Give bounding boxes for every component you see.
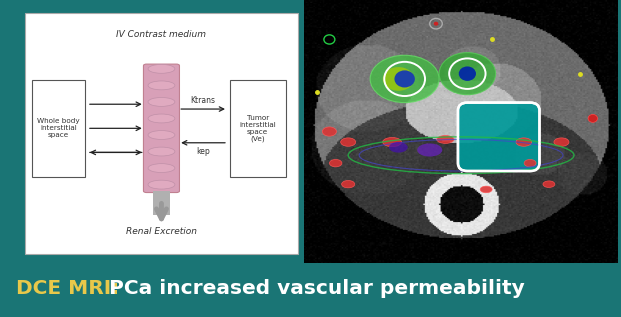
- Ellipse shape: [524, 159, 536, 167]
- Ellipse shape: [148, 147, 175, 156]
- Bar: [153, 191, 170, 215]
- Ellipse shape: [437, 135, 454, 143]
- Ellipse shape: [148, 81, 175, 90]
- Text: Renal Excretion: Renal Excretion: [126, 227, 197, 236]
- Ellipse shape: [383, 138, 402, 147]
- Ellipse shape: [389, 142, 408, 152]
- Ellipse shape: [516, 138, 532, 146]
- FancyBboxPatch shape: [458, 103, 540, 171]
- Ellipse shape: [433, 22, 438, 26]
- Ellipse shape: [459, 67, 476, 81]
- Text: Whole body
interstitial
space: Whole body interstitial space: [37, 118, 80, 138]
- Text: PCa increased vascular permeability: PCa increased vascular permeability: [109, 279, 524, 298]
- Ellipse shape: [554, 138, 569, 146]
- Ellipse shape: [543, 181, 555, 187]
- Ellipse shape: [480, 186, 492, 193]
- Ellipse shape: [588, 114, 597, 122]
- Ellipse shape: [148, 180, 175, 189]
- Ellipse shape: [148, 64, 175, 73]
- Ellipse shape: [148, 114, 175, 123]
- Ellipse shape: [322, 127, 337, 136]
- Text: Ktrans: Ktrans: [191, 96, 215, 105]
- Ellipse shape: [383, 67, 414, 91]
- Ellipse shape: [148, 164, 175, 172]
- Text: DCE MRI:: DCE MRI:: [16, 279, 126, 298]
- Ellipse shape: [148, 131, 175, 139]
- Bar: [32, 80, 85, 177]
- FancyBboxPatch shape: [143, 64, 179, 192]
- Ellipse shape: [329, 159, 342, 167]
- Bar: [230, 80, 286, 177]
- Bar: [25, 13, 298, 254]
- Ellipse shape: [394, 70, 415, 87]
- Ellipse shape: [342, 180, 355, 188]
- Ellipse shape: [439, 53, 496, 95]
- Ellipse shape: [417, 143, 442, 157]
- Ellipse shape: [341, 138, 356, 146]
- Text: IV Contrast medium: IV Contrast medium: [117, 30, 206, 39]
- Text: kep: kep: [196, 146, 210, 156]
- Ellipse shape: [148, 98, 175, 107]
- Ellipse shape: [370, 55, 439, 103]
- Text: Tumor
interstitial
space
(Ve): Tumor interstitial space (Ve): [239, 114, 276, 142]
